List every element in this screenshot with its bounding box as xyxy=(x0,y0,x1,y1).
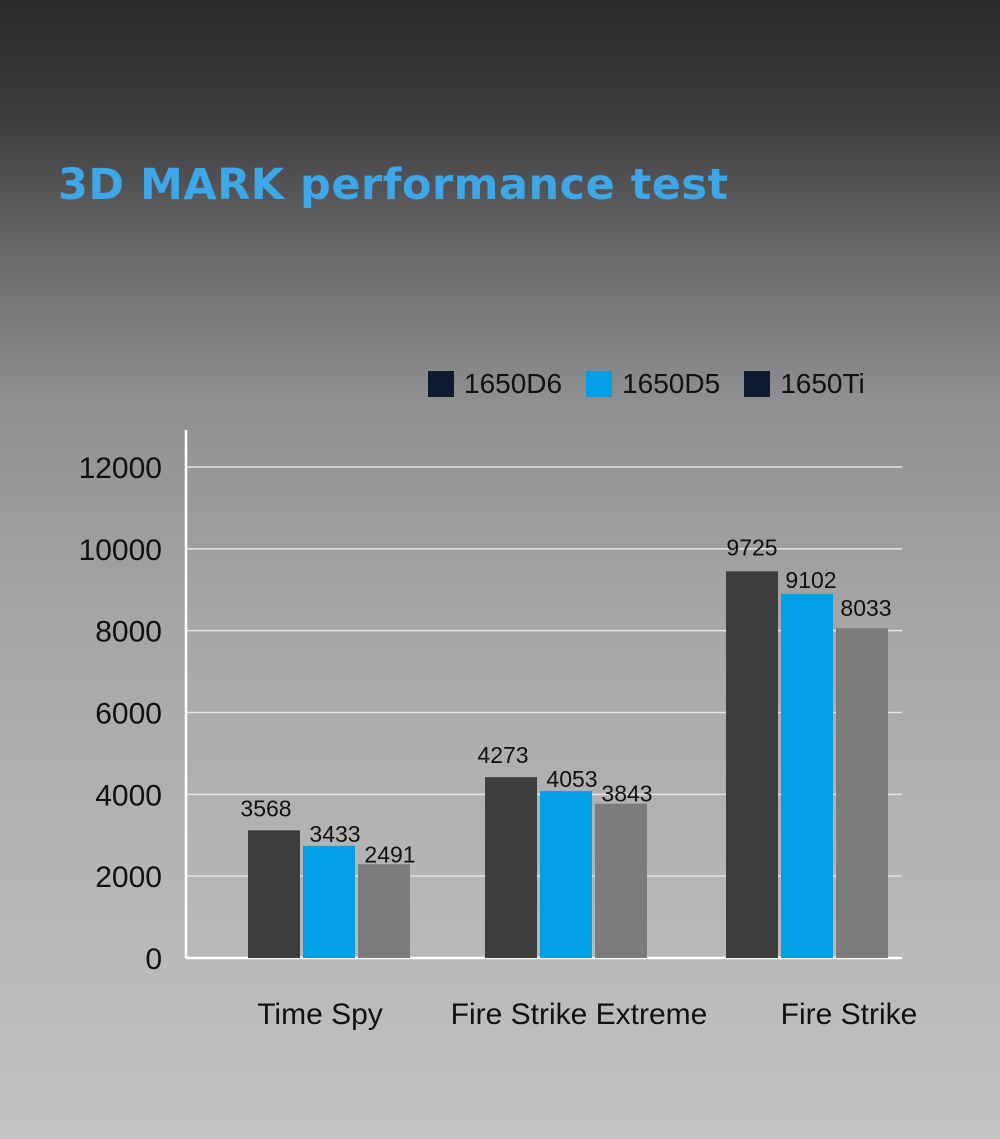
chart-legend: 1650D6 1650D5 1650Ti xyxy=(428,368,889,400)
legend-label-1650ti: 1650Ti xyxy=(780,368,865,399)
data-label-fire-strike-extreme-1650ti: 3843 xyxy=(601,781,652,807)
chart-title: 3D MARK performance test xyxy=(58,160,729,210)
bar-fire-strike-extreme-1650ti xyxy=(595,803,647,958)
y-tick-label-10000: 10000 xyxy=(79,534,162,567)
y-tick-label-8000: 8000 xyxy=(95,616,162,649)
data-label-fire-strike-extreme-1650d5: 4053 xyxy=(546,766,597,792)
data-label-fire-strike-extreme-1650d6: 4273 xyxy=(477,742,528,768)
bar-time-spy-1650d6 xyxy=(248,830,300,958)
bar-fire-strike-extreme-1650d5 xyxy=(540,791,592,958)
legend-swatch-1650d6 xyxy=(428,371,454,397)
legend-item-1650d5: 1650D5 xyxy=(586,368,720,400)
data-label-fire-strike-1650d6: 9725 xyxy=(726,534,777,560)
y-tick-label-12000: 12000 xyxy=(79,452,162,485)
legend-item-1650ti: 1650Ti xyxy=(744,368,865,400)
legend-swatch-1650ti xyxy=(744,371,771,397)
x-category-label-fire-strike-extreme: Fire Strike Extreme xyxy=(451,998,708,1031)
data-label-time-spy-1650d5: 3433 xyxy=(309,821,360,847)
bar-time-spy-1650d5 xyxy=(303,845,355,958)
legend-label-1650d5: 1650D5 xyxy=(622,368,721,399)
x-category-label-fire-strike: Fire Strike xyxy=(781,998,918,1031)
data-label-fire-strike-1650ti: 8033 xyxy=(840,595,891,621)
data-label-fire-strike-1650d5: 9102 xyxy=(785,567,836,593)
y-tick-label-4000: 4000 xyxy=(95,779,162,812)
data-label-time-spy-1650ti: 2491 xyxy=(364,841,415,867)
x-category-label-time-spy: Time Spy xyxy=(257,998,383,1031)
bar-fire-strike-1650d6 xyxy=(726,571,778,958)
y-tick-label-2000: 2000 xyxy=(95,861,162,894)
bar-fire-strike-extreme-1650d6 xyxy=(485,777,537,958)
bar-fire-strike-1650ti xyxy=(836,628,888,958)
y-tick-label-6000: 6000 xyxy=(95,698,162,731)
bar-time-spy-1650ti xyxy=(358,864,410,958)
legend-swatch-1650d5 xyxy=(586,371,613,397)
legend-label-1650d6: 1650D6 xyxy=(464,368,563,399)
y-tick-label-0: 0 xyxy=(145,943,162,976)
bar-fire-strike-1650d5 xyxy=(781,593,833,958)
data-label-time-spy-1650d6: 3568 xyxy=(240,795,291,821)
legend-item-1650d6: 1650D6 xyxy=(428,368,562,400)
